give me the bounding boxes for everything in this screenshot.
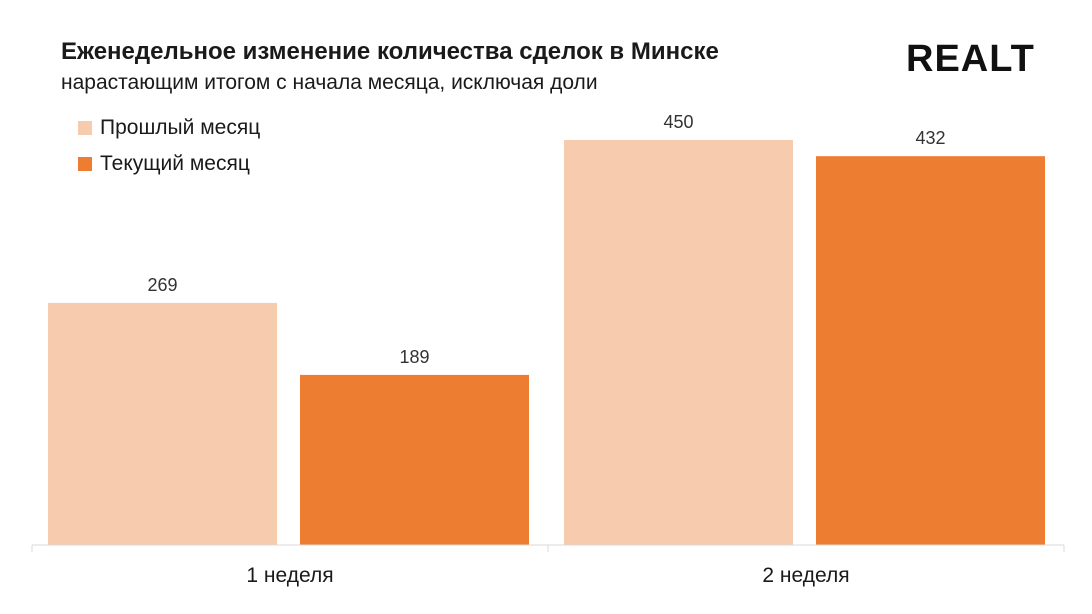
x-tick-label-1: 1 неделя [246, 564, 333, 587]
legend-item-curr: Текущий месяц [78, 151, 260, 177]
legend-item-prev: Прошлый месяц [78, 115, 260, 141]
chart-subtitle: нарастающим итогом с начала месяца, искл… [61, 71, 598, 94]
chart-title: Еженедельное изменение количества сделок… [61, 38, 719, 65]
realt-logo: REALT [906, 38, 1035, 80]
legend-label-prev: Прошлый месяц [100, 116, 261, 139]
legend-label-curr: Текущий месяц [100, 152, 250, 175]
bar-prev-1 [48, 302, 277, 545]
data-label-prev-2: 450 [663, 112, 693, 132]
legend-swatch-prev [78, 121, 92, 135]
bar-curr-1 [300, 374, 529, 545]
bar-prev-2 [564, 140, 793, 545]
x-tick-label-2: 2 неделя [762, 564, 849, 587]
legend-swatch-curr [78, 157, 92, 171]
data-label-curr-2: 432 [915, 128, 945, 148]
bar-curr-2 [816, 156, 1045, 545]
legend: Прошлый месяц Текущий месяц [78, 115, 260, 187]
data-label-prev-1: 269 [147, 275, 177, 295]
data-label-curr-1: 189 [399, 347, 429, 367]
